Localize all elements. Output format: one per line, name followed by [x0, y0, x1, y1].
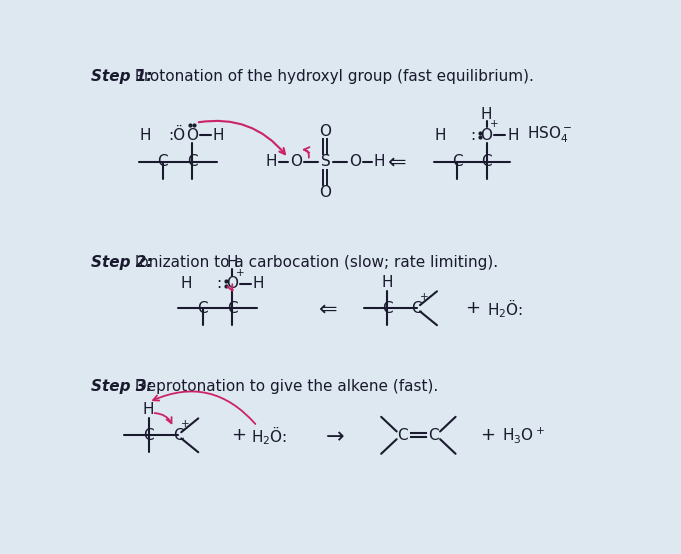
Text: C: C [157, 155, 168, 170]
Text: +: + [419, 292, 428, 302]
Text: O: O [319, 185, 332, 200]
Text: H: H [374, 155, 385, 170]
Text: :: : [470, 127, 475, 142]
Text: $\Leftarrow$: $\Leftarrow$ [313, 298, 337, 318]
Text: C: C [144, 428, 154, 443]
Text: Step 3:: Step 3: [91, 379, 153, 394]
Text: +: + [231, 427, 246, 444]
Text: C: C [428, 428, 439, 443]
Text: Step 2:: Step 2: [91, 254, 153, 270]
Text: C: C [173, 428, 183, 443]
Text: :: : [216, 276, 221, 291]
Text: H: H [507, 127, 519, 142]
Text: $\Leftarrow$: $\Leftarrow$ [383, 152, 407, 172]
Text: H: H [227, 254, 238, 270]
Text: H: H [180, 276, 191, 291]
Text: Deprotonation to give the alkene (fast).: Deprotonation to give the alkene (fast). [130, 379, 439, 394]
Text: C: C [187, 155, 197, 170]
Text: Ionization to a carbocation (slow; rate limiting).: Ionization to a carbocation (slow; rate … [130, 254, 498, 270]
Text: Protonation of the hydroxyl group (fast equilibrium).: Protonation of the hydroxyl group (fast … [130, 69, 534, 84]
Text: O: O [290, 155, 302, 170]
Text: $\rightarrow$: $\rightarrow$ [321, 425, 345, 445]
Text: C: C [452, 155, 462, 170]
Text: :Ö: :Ö [168, 127, 185, 142]
Text: O: O [481, 127, 492, 142]
Text: C: C [481, 155, 492, 170]
Text: H$_2$Ö:: H$_2$Ö: [487, 297, 523, 320]
Text: O: O [319, 124, 332, 138]
Text: H: H [434, 127, 446, 142]
Text: C: C [227, 301, 238, 316]
Text: H$_2$Ö:: H$_2$Ö: [251, 424, 287, 447]
Text: +: + [490, 119, 498, 129]
Text: +: + [236, 268, 244, 278]
Text: O: O [349, 155, 361, 170]
Text: H: H [143, 402, 155, 417]
Text: +: + [481, 427, 496, 444]
Text: O: O [226, 276, 238, 291]
Text: H: H [481, 107, 492, 122]
Text: C: C [411, 301, 422, 316]
Text: H: H [381, 275, 393, 290]
Text: C: C [197, 301, 208, 316]
Text: H$_3$O$^+$: H$_3$O$^+$ [502, 425, 545, 445]
Text: O: O [186, 127, 198, 142]
Text: Step 1:: Step 1: [91, 69, 153, 84]
Text: +: + [465, 299, 480, 317]
Text: HSO$_4^-$: HSO$_4^-$ [527, 125, 572, 145]
Text: C: C [398, 428, 408, 443]
Text: H: H [253, 276, 264, 291]
Text: H: H [212, 127, 224, 142]
Text: S: S [321, 155, 330, 170]
Text: H: H [266, 155, 277, 170]
Text: H: H [140, 127, 151, 142]
Text: +: + [180, 419, 189, 429]
Text: C: C [382, 301, 393, 316]
